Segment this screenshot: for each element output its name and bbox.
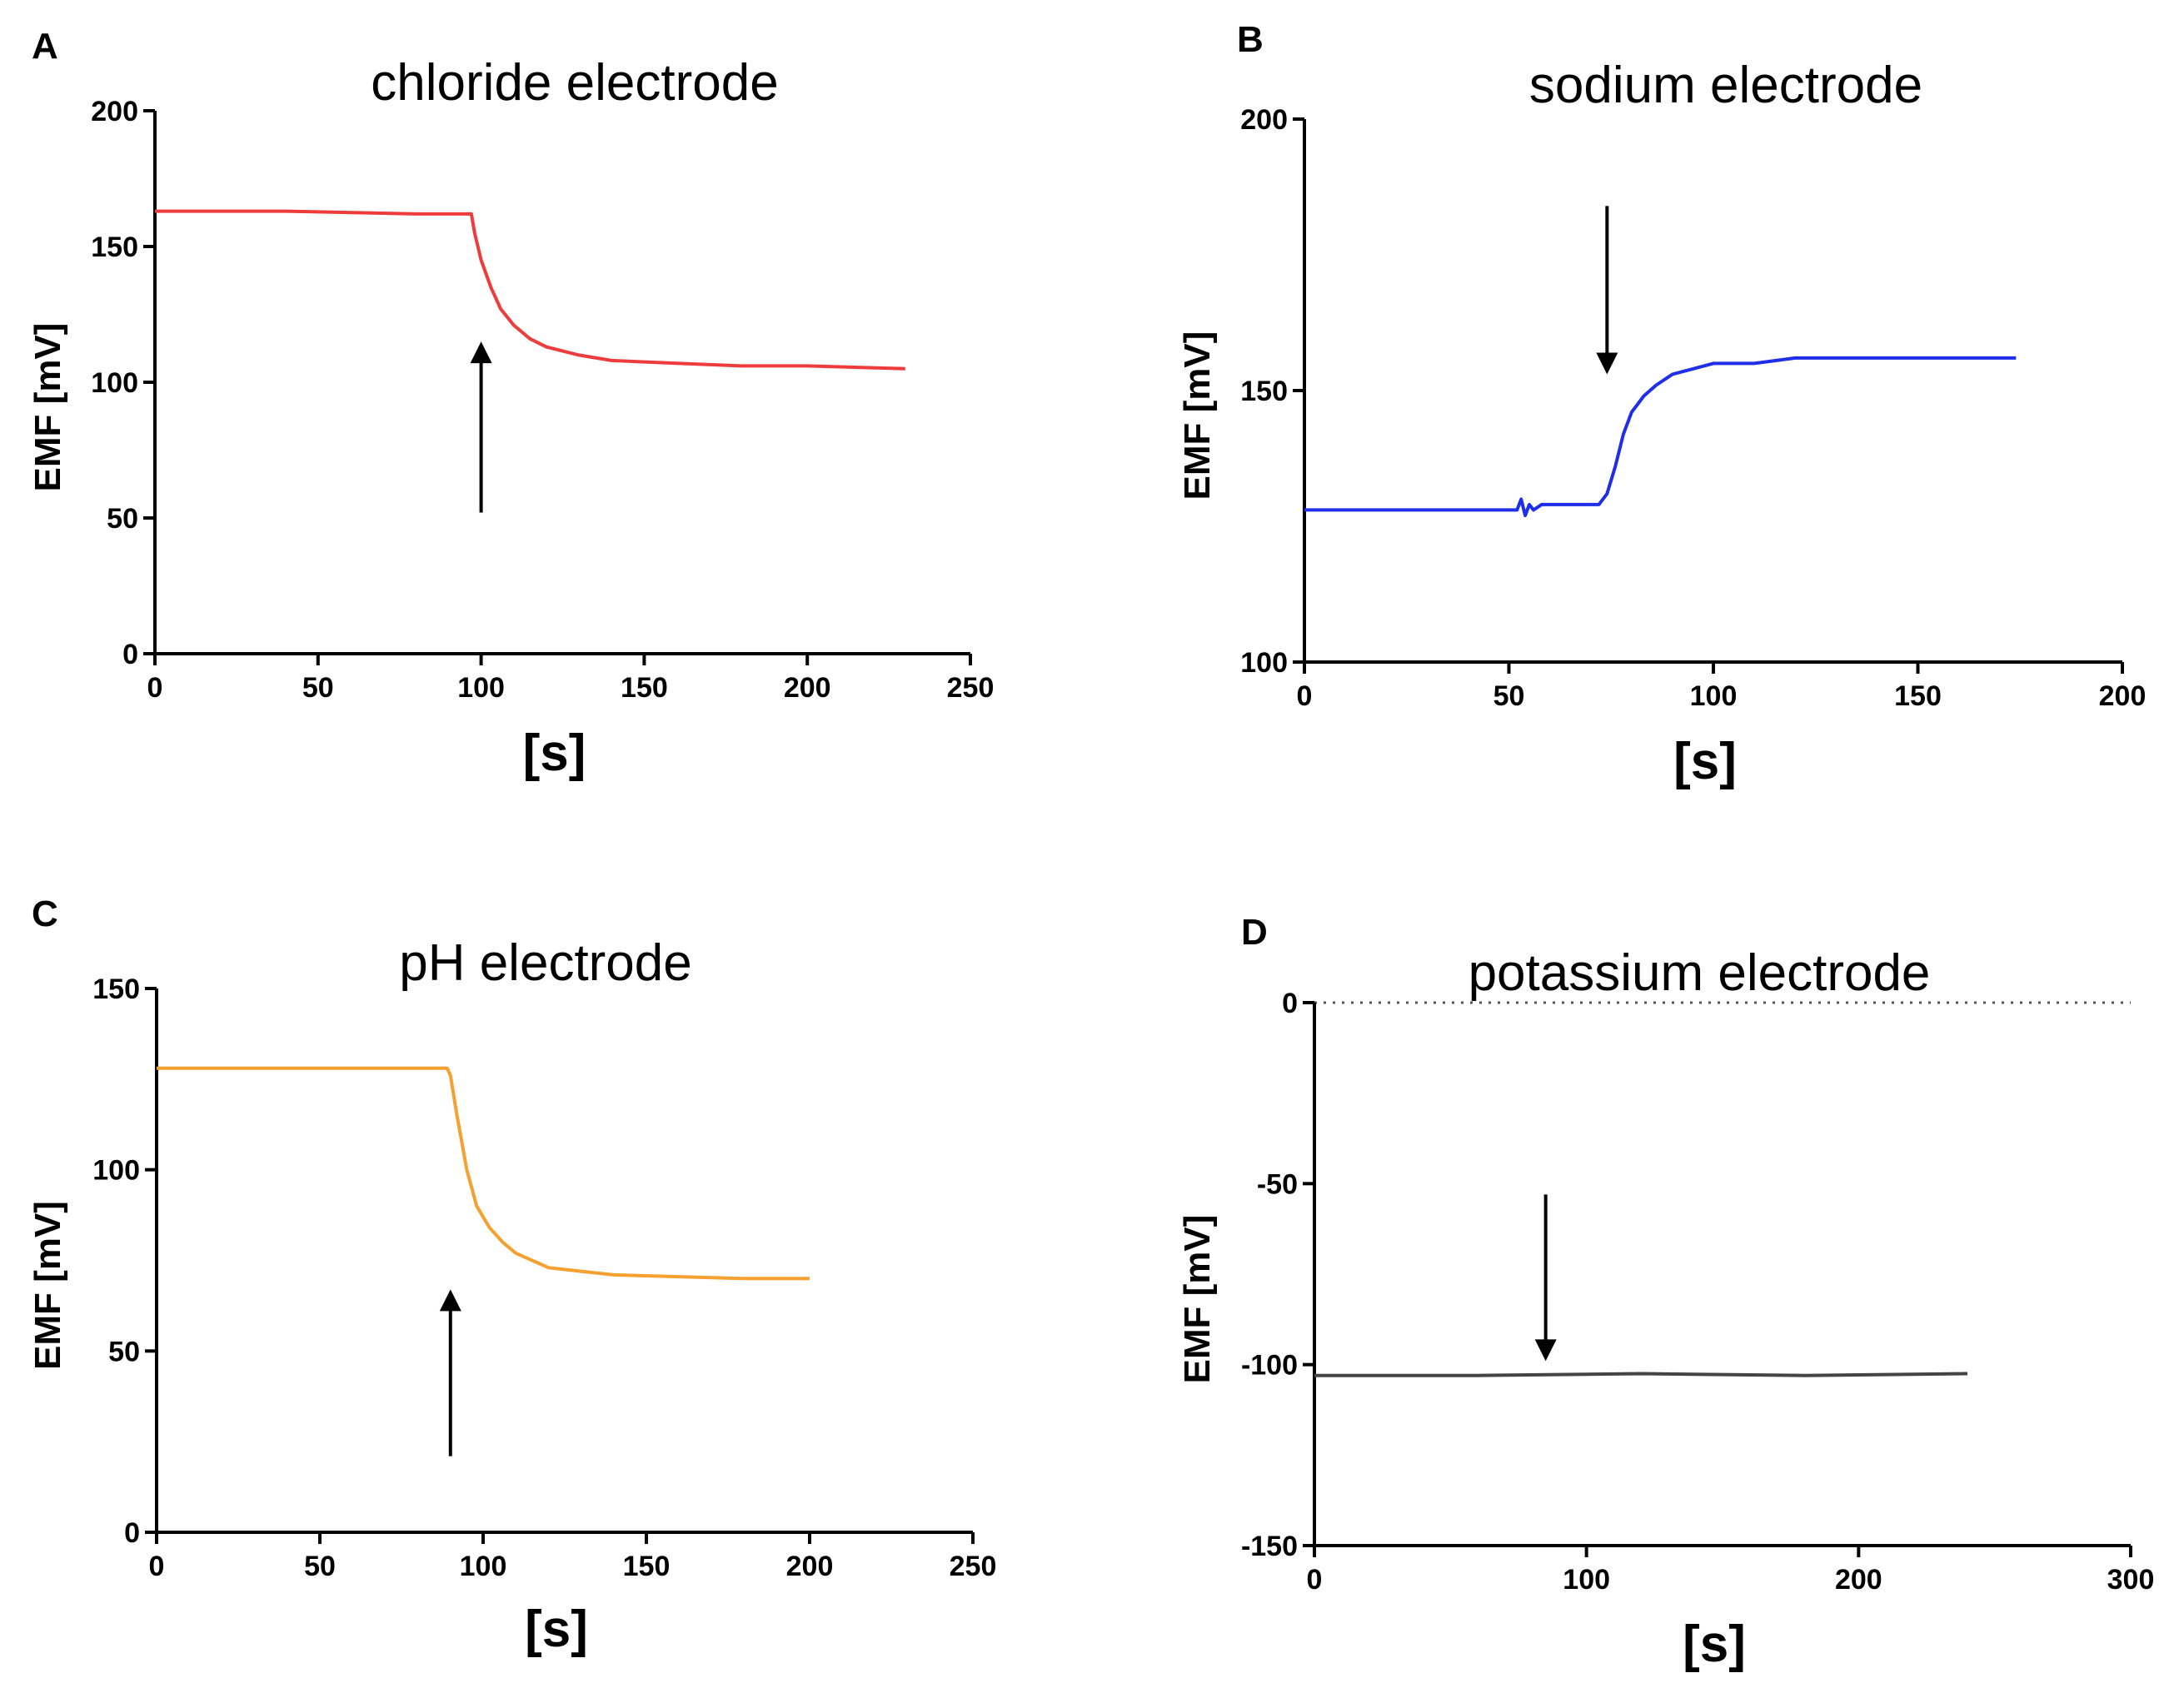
chart-title: potassium electrode xyxy=(1468,944,1931,1002)
arrow-head xyxy=(1596,352,1618,375)
x-tick-label: 100 xyxy=(460,1551,507,1582)
chart-panel-c: CpH electrode 0 50 100 150 0 50 100 150 200 250 EMF… xyxy=(27,894,996,1658)
y-tick-label: 50 xyxy=(108,1336,140,1367)
chart-title: pH electrode xyxy=(399,934,692,992)
x-tick-label: 0 xyxy=(147,672,163,704)
x-tick-label: 50 xyxy=(302,672,334,704)
series-line-pH xyxy=(157,1066,810,1281)
x-axis-label: [s] xyxy=(525,1601,588,1658)
chart-title: chloride electrode xyxy=(371,54,778,112)
x-tick-label: 0 xyxy=(1297,680,1313,712)
x-tick-label: 100 xyxy=(1690,680,1738,712)
x-axis-label: [s] xyxy=(1673,733,1737,790)
y-tick-label: 100 xyxy=(91,367,138,399)
arrow-head xyxy=(1534,1339,1557,1362)
y-axis-label: EMF [mV] xyxy=(27,1201,68,1370)
x-tick-label: 50 xyxy=(304,1551,336,1582)
x-tick-label: 200 xyxy=(784,672,831,704)
x-tick-label: 250 xyxy=(947,672,995,704)
x-tick-label: 100 xyxy=(457,672,505,704)
y-tick-label: 0 xyxy=(122,639,138,670)
y-tick-label: -150 xyxy=(1241,1531,1298,1562)
x-tick-label: 300 xyxy=(2107,1564,2155,1596)
y-tick-label: 150 xyxy=(92,973,140,1005)
y-axis-label: EMF [mV] xyxy=(1177,1215,1218,1384)
y-tick-label: 50 xyxy=(107,503,138,535)
y-axis-label: EMF [mV] xyxy=(27,323,68,492)
x-axis-label: [s] xyxy=(523,725,586,782)
x-tick-label: 200 xyxy=(2099,680,2147,712)
panel-letter: B xyxy=(1237,19,1264,60)
y-tick-label: 150 xyxy=(91,232,138,263)
series-line-sodium xyxy=(1304,356,2017,517)
y-tick-label: -50 xyxy=(1257,1168,1298,1200)
x-tick-label: 200 xyxy=(1835,1564,1882,1596)
x-tick-label: 0 xyxy=(149,1551,165,1582)
panel-letter: A xyxy=(32,26,58,67)
x-tick-label: 150 xyxy=(1894,680,1942,712)
panel-letter: C xyxy=(32,894,58,934)
arrow-head xyxy=(439,1289,461,1312)
y-tick-label: 0 xyxy=(124,1517,140,1549)
x-tick-label: 250 xyxy=(950,1551,997,1582)
chart-title: sodium electrode xyxy=(1529,57,1922,114)
y-tick-label: 0 xyxy=(1282,988,1298,1019)
y-tick-label: -100 xyxy=(1241,1350,1298,1382)
x-tick-label: 200 xyxy=(786,1551,834,1582)
y-tick-label: 100 xyxy=(92,1155,140,1187)
y-tick-label: 100 xyxy=(1240,647,1288,679)
x-tick-label: 150 xyxy=(621,672,668,704)
x-tick-label: 100 xyxy=(1563,1564,1610,1596)
x-tick-label: 150 xyxy=(623,1551,671,1582)
y-axis-label: EMF [mV] xyxy=(1177,331,1218,500)
panel-letter: D xyxy=(1241,912,1268,953)
y-tick-label: 200 xyxy=(1240,104,1288,136)
x-tick-label: 0 xyxy=(1307,1564,1323,1596)
y-tick-label: 150 xyxy=(1240,376,1288,407)
arrow-head xyxy=(470,341,492,364)
x-axis-label: [s] xyxy=(1683,1616,1746,1673)
series-line-chloride xyxy=(155,209,905,371)
x-tick-label: 50 xyxy=(1493,680,1525,712)
y-tick-label: 200 xyxy=(91,96,138,127)
series-line-potassium xyxy=(1314,1372,1968,1377)
